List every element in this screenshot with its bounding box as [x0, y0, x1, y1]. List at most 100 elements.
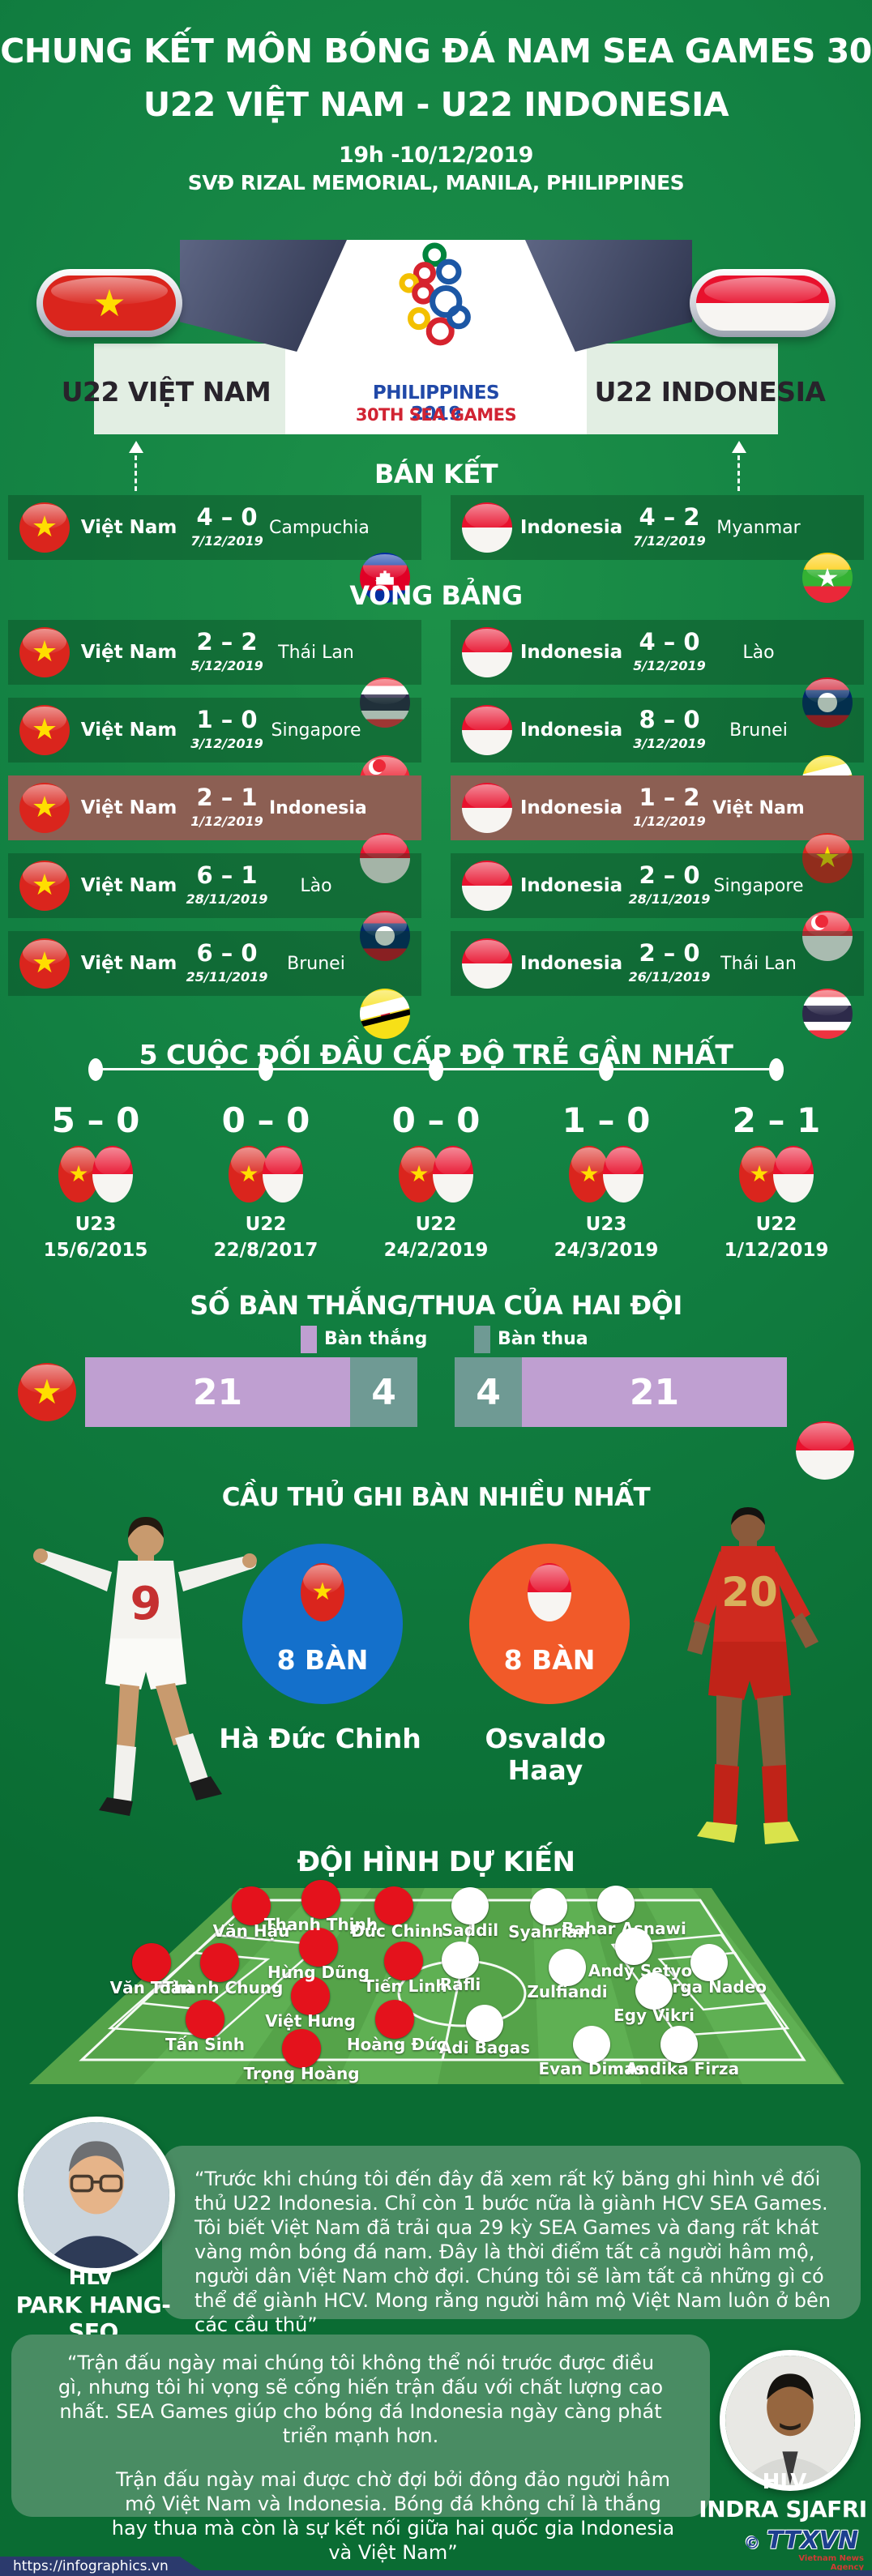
h2h-level: U22 — [755, 1214, 797, 1235]
indonesia-player-photo: 20 — [687, 1507, 819, 1844]
match-home-team: Việt Nam — [80, 875, 177, 896]
ttxvn-logo: TTXVN — [767, 2527, 859, 2555]
player-name: Rafli — [440, 1975, 481, 1994]
semifinal-row-vietnam: Việt Nam 4 – 0 7/12/2019 Campuchia — [8, 495, 421, 603]
group-row-vn-4: Việt Nam 6 – 1 28/11/2019 Lào — [8, 853, 421, 961]
park-role-label: HLV — [68, 2266, 113, 2290]
h2h-score: 0 – 0 — [391, 1100, 481, 1140]
player-dot-vn — [132, 1943, 171, 1982]
player-dot-id — [442, 1942, 479, 1979]
indonesia-scorer-name: Osvaldo Haay — [485, 1723, 606, 1786]
match-score: 4 – 0 — [639, 628, 700, 656]
legend-conceded-swatch — [474, 1326, 490, 1353]
footer-bar — [0, 2570, 872, 2576]
indonesia-flag-icon — [462, 861, 512, 911]
vietnam-flag-icon — [19, 705, 70, 755]
match-away-team: Lào — [742, 643, 775, 663]
park-name-label: PARK HANG-SEO — [15, 2292, 171, 2345]
player-name: Syahrian — [508, 1922, 589, 1942]
player-dot-vn — [375, 2000, 414, 2039]
match-date: 3/12/2019 — [633, 736, 706, 751]
match-home-team: Việt Nam — [80, 797, 177, 818]
match-away-team: Myanmar — [716, 518, 801, 538]
match-score: 1 – 0 — [196, 706, 258, 733]
match-away-team: Brunei — [729, 720, 788, 741]
group-row-id-1: Indonesia 4 – 0 5/12/2019 Lào — [451, 620, 864, 728]
indra-quote-text-2: Trận đấu ngày mai được chờ đợi bởi đông … — [111, 2468, 675, 2564]
group-row-id-3-highlight: Indonesia 1 – 2 1/12/2019 Việt Nam — [451, 775, 864, 883]
vietnam-player-photo: 9 — [33, 1517, 257, 1816]
vietnam-jersey-number: 9 — [130, 1578, 162, 1630]
timeline-dot — [259, 1058, 273, 1081]
legend-scored-label: Bàn thắng — [324, 1329, 428, 1349]
player-dot-id — [530, 1888, 567, 1925]
player-dot-vn — [374, 1886, 413, 1925]
match-date: 7/12/2019 — [633, 533, 706, 549]
match-score: 6 – 0 — [196, 939, 258, 967]
vietnam-goals-bar: 21 4 — [85, 1357, 417, 1427]
up-arrow-icon — [732, 441, 746, 453]
player-name: Hoàng Đức — [347, 2035, 446, 2054]
logo-panel — [285, 240, 587, 434]
footer-url[interactable]: https://infographics.vn — [13, 2558, 169, 2574]
player-name: Andika Firza — [626, 2059, 739, 2078]
group-row-vn-2: Việt Nam 1 – 0 3/12/2019 Singapore — [8, 698, 421, 805]
player-dot-vn — [232, 1886, 271, 1925]
match-away-team: Indonesia — [269, 798, 367, 818]
lineup-title: ĐỘI HÌNH DỰ KIẾN — [297, 1846, 575, 1878]
match-score: 2 – 2 — [196, 628, 258, 656]
group-row-vn-5: Việt Nam 6 – 0 25/11/2019 Brunei — [8, 931, 421, 1039]
player-name: Đức Chinh — [351, 1921, 443, 1941]
match-date: 5/12/2019 — [633, 658, 706, 673]
match-score: 4 – 2 — [639, 503, 700, 531]
ttxvn-sub-label: Vietnam News Agency — [798, 2554, 864, 2572]
dashed-line — [737, 455, 740, 491]
vietnam-flag-icon — [43, 276, 176, 331]
team-banner: U22 VIỆT NAM U22 INDONESIA PHILIPPINES 2… — [0, 240, 872, 454]
match-date: 1/12/2019 — [633, 814, 706, 829]
indonesia-flag-icon — [773, 1146, 814, 1203]
timeline-dot — [429, 1058, 443, 1081]
h2h-flag-pair — [707, 1146, 845, 1203]
indra-quote-box: “Trận đấu ngày mai chúng tôi không thể n… — [11, 2335, 710, 2564]
vietnam-flag-icon — [19, 938, 70, 989]
match-away-team: Thái Lan — [278, 643, 354, 663]
player-dot-id — [466, 2005, 503, 2042]
indra-quote-text-1: “Trận đấu ngày mai chúng tôi không thể n… — [58, 2352, 664, 2447]
player-dot-id — [660, 2026, 698, 2063]
player-dot-vn — [299, 1928, 338, 1967]
sea-games-rings-logo — [399, 242, 471, 346]
player-name: Adi Bagas — [439, 2038, 530, 2057]
player-name: Thanh Thịnh — [264, 1915, 378, 1934]
vietnam-conceded-segment: 4 — [350, 1357, 417, 1427]
player-dot-vn — [186, 2000, 224, 2039]
player-dot-id — [597, 1886, 635, 1923]
group-stage-title: VÒNG BẢNG — [349, 580, 523, 611]
h2h-score: 5 – 0 — [51, 1100, 140, 1140]
match-away-team: Thái Lan — [720, 954, 797, 974]
indonesia-flag-icon — [462, 783, 512, 833]
match-datetime: 19h -10/12/2019 — [339, 143, 533, 168]
player-dot-vn — [291, 1976, 330, 2015]
vietnam-flag-icon — [301, 1563, 344, 1621]
vietnam-scorer-name: Hà Đức Chinh — [219, 1723, 421, 1754]
player-name: Việt Hưng — [265, 2011, 356, 2031]
h2h-flag-pair — [197, 1146, 335, 1203]
match-away-team: Brunei — [287, 954, 345, 974]
match-home-team: Indonesia — [519, 517, 623, 538]
page-title-line2: U22 VIỆT NAM - U22 INDONESIA — [143, 85, 729, 124]
dashed-line — [135, 455, 137, 491]
match-score: 6 – 1 — [196, 861, 258, 889]
h2h-date: 22/8/2017 — [213, 1240, 318, 1261]
indonesia-scored-segment: 21 — [522, 1357, 787, 1427]
vietnam-flag-capsule — [36, 269, 182, 337]
player-name: Tiến Linh — [363, 1976, 447, 1996]
h2h-level: U23 — [75, 1214, 117, 1235]
group-row-id-5: Indonesia 2 – 0 26/11/2019 Thái Lan — [451, 931, 864, 1039]
timeline-dot — [88, 1058, 103, 1081]
match-away-team: Lào — [300, 876, 332, 896]
match-date: 26/11/2019 — [628, 969, 711, 985]
match-score: 2 – 1 — [196, 784, 258, 811]
vietnam-scorer-circle: 8 BÀN — [242, 1544, 403, 1704]
group-row-vn-1: Việt Nam 2 – 2 5/12/2019 Thái Lan — [8, 620, 421, 728]
